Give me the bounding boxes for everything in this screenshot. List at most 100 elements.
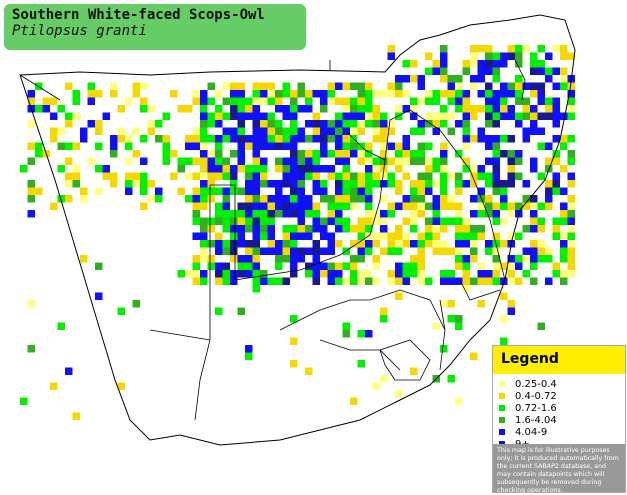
grid-cell <box>200 112 208 120</box>
grid-cell <box>222 135 230 143</box>
grid-cell <box>477 270 485 278</box>
legend-label: 1.6-4.04 <box>515 414 557 426</box>
grid-cell <box>177 270 185 278</box>
grid-cell <box>312 112 320 120</box>
grid-cell <box>27 142 35 150</box>
grid-cell <box>485 270 493 278</box>
grid-cell <box>320 97 328 105</box>
grid-cell <box>237 262 245 270</box>
grid-cell <box>237 120 245 128</box>
grid-cell <box>282 157 290 165</box>
grid-cell <box>290 337 298 345</box>
grid-cell <box>237 127 245 135</box>
grid-cell <box>290 187 298 195</box>
grid-cell <box>230 105 238 113</box>
grid-cell <box>545 97 553 105</box>
grid-cell <box>350 202 358 210</box>
grid-cell <box>567 247 575 255</box>
grid-cell <box>387 172 395 180</box>
grid-cell <box>320 225 328 233</box>
grid-cell <box>140 82 148 90</box>
grid-cell <box>50 112 58 120</box>
grid-cell <box>395 82 403 90</box>
grid-cell <box>567 195 575 203</box>
grid-cell <box>462 112 470 120</box>
grid-cell <box>200 187 208 195</box>
grid-cell <box>290 127 298 135</box>
grid-cell <box>545 67 553 75</box>
grid-cell <box>425 52 433 60</box>
grid-cell <box>357 217 365 225</box>
grid-cell <box>275 255 283 263</box>
grid-cell <box>245 105 253 113</box>
grid-cell <box>387 180 395 188</box>
grid-cell <box>282 255 290 263</box>
legend-items: 0.25-0.40.4-0.720.72-1.61.6-4.044.04-99+ <box>493 374 625 450</box>
grid-cell <box>110 150 118 158</box>
grid-cell <box>560 270 568 278</box>
grid-cell <box>132 150 140 158</box>
grid-cell <box>485 112 493 120</box>
grid-cell <box>260 97 268 105</box>
grid-cell <box>365 172 373 180</box>
grid-cell <box>522 195 530 203</box>
grid-cell <box>507 112 515 120</box>
grid-cell <box>410 262 418 270</box>
grid-cell <box>312 247 320 255</box>
grid-cell <box>387 120 395 128</box>
grid-cell <box>110 90 118 98</box>
grid-cell <box>297 135 305 143</box>
grid-cell <box>320 187 328 195</box>
grid-cell <box>462 105 470 113</box>
grid-cell <box>455 187 463 195</box>
grid-cell <box>297 225 305 233</box>
grid-cell <box>267 112 275 120</box>
grid-cell <box>530 277 538 285</box>
grid-cell <box>215 262 223 270</box>
grid-cell <box>485 240 493 248</box>
grid-cell <box>320 90 328 98</box>
grid-cell <box>417 75 425 83</box>
grid-cell <box>552 157 560 165</box>
grid-cell <box>140 135 148 143</box>
grid-cell <box>110 172 118 180</box>
grid-cell <box>290 232 298 240</box>
grid-cell <box>147 120 155 128</box>
grid-cell <box>537 225 545 233</box>
grid-cell <box>215 112 223 120</box>
grid-cell <box>350 97 358 105</box>
grid-cell <box>252 195 260 203</box>
grid-cell <box>237 240 245 248</box>
grid-cell <box>372 112 380 120</box>
grid-cell <box>297 232 305 240</box>
grid-cell <box>207 240 215 248</box>
grid-cell <box>387 247 395 255</box>
grid-cell <box>515 52 523 60</box>
grid-cell <box>207 225 215 233</box>
grid-cell <box>215 142 223 150</box>
grid-cell <box>372 90 380 98</box>
grid-cell <box>207 217 215 225</box>
grid-cell <box>560 112 568 120</box>
grid-cell <box>275 187 283 195</box>
grid-cell <box>417 142 425 150</box>
grid-cell <box>222 172 230 180</box>
grid-cell <box>402 195 410 203</box>
grid-cell <box>455 180 463 188</box>
grid-cell <box>365 165 373 173</box>
grid-cell <box>260 135 268 143</box>
grid-cell <box>522 247 530 255</box>
grid-cell <box>312 270 320 278</box>
grid-cell <box>282 210 290 218</box>
grid-cell <box>275 210 283 218</box>
grid-cell <box>387 210 395 218</box>
grid-cell <box>260 202 268 210</box>
grid-cell <box>545 187 553 195</box>
grid-cell <box>485 180 493 188</box>
grid-cell <box>560 82 568 90</box>
grid-cell <box>327 82 335 90</box>
grid-cell <box>260 90 268 98</box>
grid-cell <box>492 67 500 75</box>
grid-cell <box>260 142 268 150</box>
grid-cell <box>260 247 268 255</box>
